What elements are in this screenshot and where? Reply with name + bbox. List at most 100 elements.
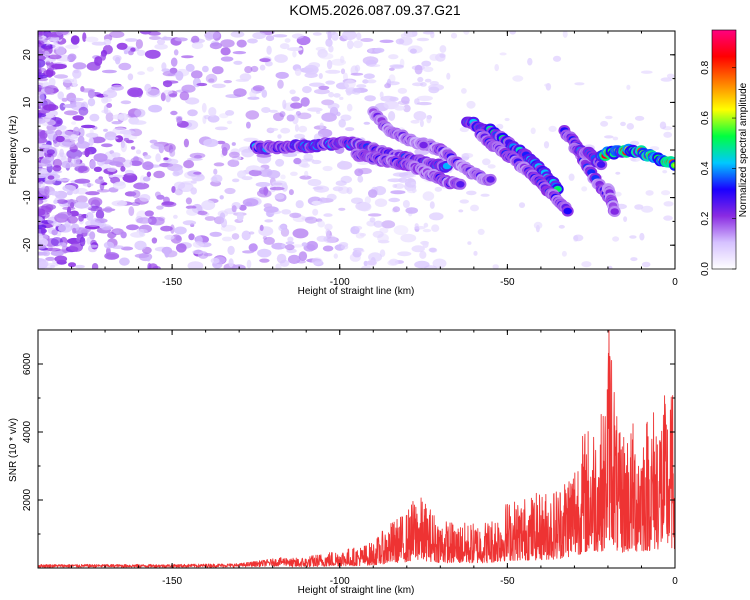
noise-blob <box>131 190 141 198</box>
noise-blob <box>109 31 125 38</box>
noise-blob <box>81 124 96 129</box>
noise-blob <box>246 259 252 269</box>
noise-blob <box>518 202 526 209</box>
noise-blob <box>369 217 376 223</box>
noise-blob <box>175 243 187 253</box>
noise-blob <box>134 240 147 251</box>
spectrogram-x-tick-label: -50 <box>500 277 515 288</box>
noise-blob <box>110 84 124 91</box>
noise-blob <box>127 73 134 81</box>
snr-y-tick-label: 2000 <box>22 488 33 511</box>
noise-blob <box>166 158 179 165</box>
snr-x-tick-label: -50 <box>500 576 515 587</box>
noise-blob <box>227 159 240 167</box>
noise-blob <box>405 174 417 178</box>
noise-blob <box>142 161 154 171</box>
noise-blob <box>55 135 65 143</box>
snr-y-tick-label: 6000 <box>22 352 33 375</box>
noise-blob <box>59 148 64 158</box>
noise-blob <box>459 126 469 133</box>
noise-blob <box>221 236 233 242</box>
noise-blob <box>269 109 278 113</box>
noise-blob <box>47 175 55 180</box>
noise-blob <box>266 170 281 179</box>
noise-blob <box>307 179 322 187</box>
noise-blob <box>346 103 353 112</box>
noise-blob <box>319 53 334 60</box>
noise-blob <box>263 186 269 196</box>
track-core <box>456 181 465 188</box>
noise-blob <box>573 234 584 242</box>
noise-blob <box>328 91 334 98</box>
colorbar-ticks: 0.0 0.2 0.4 0.6 0.8 <box>700 60 736 276</box>
noise-blob <box>544 83 550 87</box>
noise-blob <box>248 169 262 177</box>
noise-blob <box>111 200 128 207</box>
noise-blob <box>387 259 399 266</box>
noise-blob <box>252 166 265 171</box>
noise-blob <box>393 225 409 236</box>
noise-blob <box>620 121 626 127</box>
noise-blob <box>72 115 84 121</box>
noise-blob <box>364 95 376 102</box>
noise-blob <box>187 261 204 269</box>
noise-blob <box>118 113 129 121</box>
track-core <box>597 161 606 168</box>
noise-blob <box>74 264 85 269</box>
noise-blob <box>38 113 47 118</box>
noise-blob <box>355 232 365 239</box>
noise-blob <box>70 134 78 138</box>
noise-blob <box>74 201 89 209</box>
noise-blob <box>175 70 184 81</box>
noise-blob <box>228 258 234 268</box>
noise-blob <box>123 137 130 142</box>
noise-blob <box>38 178 42 183</box>
noise-blob <box>120 246 134 251</box>
spectrogram-y-tick-label: -10 <box>22 190 33 205</box>
noise-blob <box>72 77 78 88</box>
noise-blob <box>405 207 419 214</box>
noise-blob <box>360 38 374 42</box>
noise-blob <box>38 261 49 268</box>
noise-blob <box>162 71 176 77</box>
noise-blob <box>420 82 427 87</box>
noise-blob <box>322 245 334 252</box>
noise-blob <box>272 180 287 187</box>
noise-blob <box>156 205 164 210</box>
noise-blob <box>67 53 77 61</box>
noise-blob <box>143 154 152 160</box>
noise-blob <box>414 64 423 75</box>
noise-blob <box>173 167 184 176</box>
noise-blob <box>163 89 173 95</box>
noise-blob <box>171 186 176 193</box>
noise-blob <box>58 242 67 247</box>
noise-blob <box>53 199 58 204</box>
noise-blob <box>134 108 146 118</box>
noise-blob <box>494 64 500 72</box>
noise-blob <box>317 220 326 228</box>
noise-blob <box>120 100 132 105</box>
noise-blob <box>209 42 222 50</box>
noise-blob <box>626 84 631 90</box>
noise-blob <box>323 213 333 217</box>
noise-blob <box>287 236 294 243</box>
noise-blob <box>111 121 122 125</box>
noise-blob <box>190 180 197 184</box>
noise-blob <box>353 40 363 49</box>
noise-blob <box>326 193 337 201</box>
noise-blob <box>379 91 384 99</box>
noise-blob <box>212 66 224 75</box>
noise-blob <box>50 250 64 256</box>
noise-blob <box>233 88 247 97</box>
noise-blob <box>86 236 92 245</box>
noise-blob <box>170 110 178 116</box>
spectrogram-x-tick-label: -150 <box>162 277 182 288</box>
noise-blob <box>44 85 59 95</box>
noise-blob <box>259 58 271 63</box>
noise-blob <box>278 224 287 232</box>
noise-blob <box>414 223 419 229</box>
noise-blob <box>281 243 286 248</box>
noise-blob <box>76 141 90 149</box>
noise-blob <box>173 49 179 56</box>
noise-blob <box>499 52 507 56</box>
